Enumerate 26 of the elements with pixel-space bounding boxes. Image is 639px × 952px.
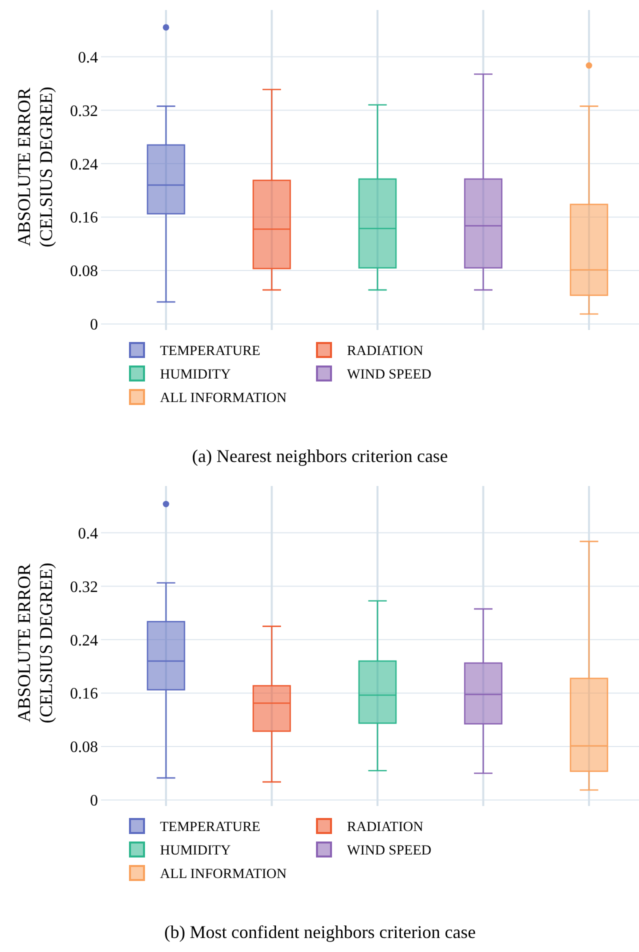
legend-label: WIND SPEED xyxy=(347,843,432,858)
y-tick-label: 0.24 xyxy=(70,632,98,650)
legend-label: RADIATION xyxy=(347,820,424,835)
y-tick-label: 0 xyxy=(90,316,98,334)
y-tick-label: 0.24 xyxy=(70,156,98,174)
y-tick-label: 0.4 xyxy=(78,49,98,66)
legend-label: HUMIDITY xyxy=(160,843,231,858)
legend-label: WIND SPEED xyxy=(347,367,432,382)
y-tick-label: 0 xyxy=(90,792,98,810)
y-tick-label: 0.4 xyxy=(78,525,98,542)
text: (a) Nearest neighbors criterion case xyxy=(192,446,448,466)
y-tick-label: 0.32 xyxy=(70,578,98,596)
legend-label: TEMPERATURE xyxy=(160,820,260,835)
y-axis-title: ABSOLUTE ERROR (CELSIUS DEGREE) xyxy=(14,562,56,724)
legend-label: HUMIDITY xyxy=(160,367,231,382)
y-axis-title: ABSOLUTE ERROR (CELSIUS DEGREE) xyxy=(14,86,56,248)
legend-label: ALL INFORMATION xyxy=(160,390,287,406)
y-tick-label: 0.08 xyxy=(70,739,98,756)
y-tick-label: 0.08 xyxy=(70,263,98,280)
legend-label: RADIATION xyxy=(347,344,424,359)
y-tick-label: 0.16 xyxy=(70,210,98,227)
legend-label: ALL INFORMATION xyxy=(160,866,287,882)
text: (b) Most confident neighbors criterion case xyxy=(164,922,476,942)
y-tick-label: 0.16 xyxy=(70,686,98,703)
y-tick-label: 0.32 xyxy=(70,102,98,120)
legend-label: TEMPERATURE xyxy=(160,344,260,359)
